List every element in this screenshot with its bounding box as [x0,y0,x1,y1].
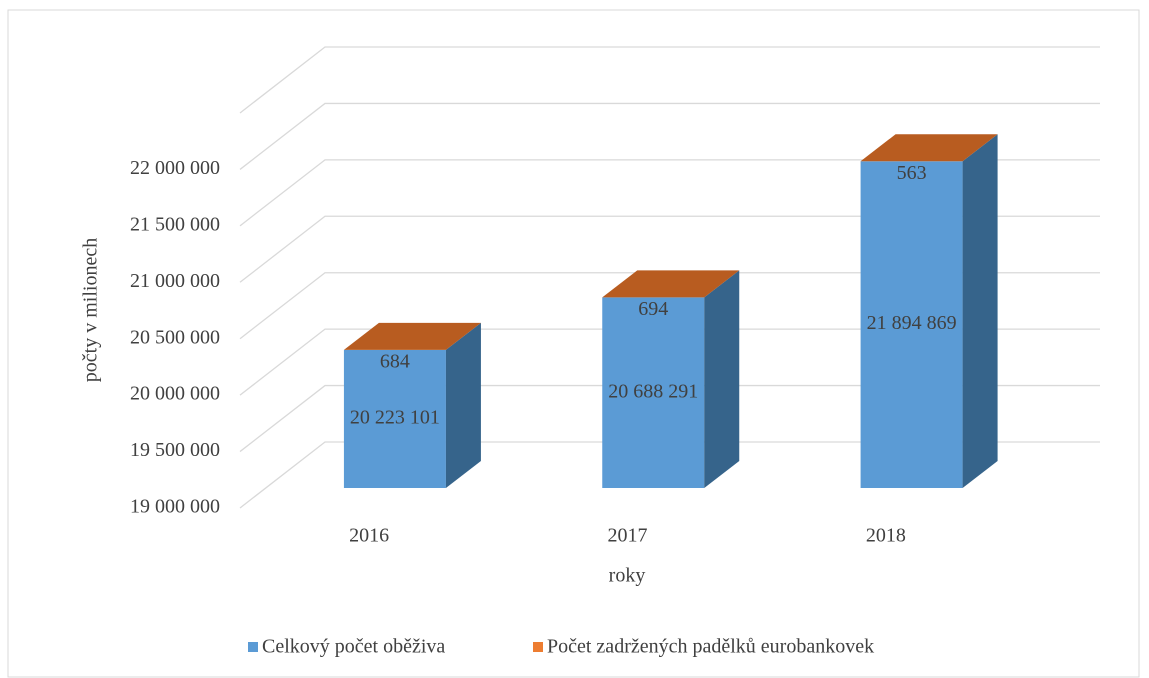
bar-side [445,322,481,488]
chart-border [7,9,1140,678]
bar-front [343,349,446,488]
grid-line [239,384,1100,453]
legend-swatch [248,642,258,652]
grid-line [239,215,1100,283]
bar-top [343,322,481,350]
value-label: 20 688 291 [608,380,698,402]
x-tick-label: 2018 [866,525,906,547]
y-tick-label: 22 000 000 [130,157,220,179]
y-tick-label: 21 000 000 [130,270,220,292]
bar-side [704,270,740,488]
y-tick-label: 20 500 000 [130,326,220,348]
y-tick-label: 21 500 000 [130,213,220,235]
bar-side [962,134,998,489]
value-label: 563 [897,162,927,184]
y-axis-title: počty v milionech [80,238,102,382]
value-label: 21 894 869 [867,312,957,334]
legend-swatch [533,642,543,652]
bar-front [860,161,963,489]
y-tick-label: 19 500 000 [130,439,220,461]
legend-label: Celkový počet oběživa [262,636,445,658]
grid-line [239,272,1100,340]
grid-line [239,46,1100,114]
value-label: 20 223 101 [350,407,440,429]
x-axis-title: roky [609,565,646,587]
x-tick-label: 2017 [608,525,648,547]
grid-line [239,328,1100,396]
grid-line [239,102,1100,170]
x-tick-label: 2016 [349,525,389,547]
grid-line [239,159,1100,227]
value-label: 694 [638,298,668,320]
grid-line [239,441,1100,509]
value-label: 684 [380,350,410,372]
bar-front [602,297,705,488]
y-tick-label: 19 000 000 [130,496,220,518]
bar-top [602,270,740,298]
bar-top [860,134,998,162]
y-tick-label: 20 000 000 [130,383,220,405]
legend-label: Počet zadržených padělků eurobankovek [547,636,874,658]
